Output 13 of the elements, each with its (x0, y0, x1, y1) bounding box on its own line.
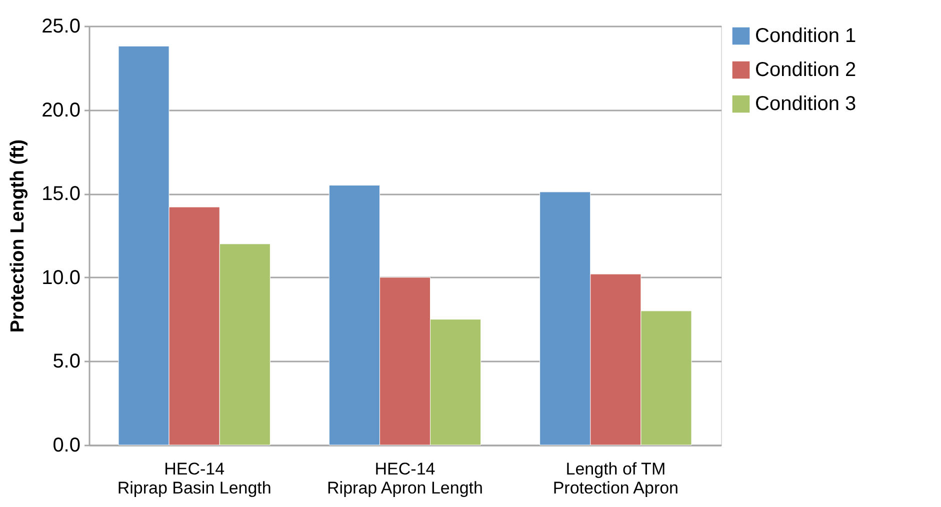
legend-label: Condition 3 (755, 93, 856, 115)
y-tick-label: 20.0 (42, 99, 80, 122)
legend-label: Condition 2 (755, 59, 856, 81)
y-tick-label: 25.0 (42, 16, 80, 38)
y-tick-label: 5.0 (52, 350, 80, 373)
legend-label: Condition 1 (755, 25, 856, 47)
y-tick-label: 15.0 (42, 183, 80, 206)
x-tick-label: HEC-14 Riprap Basin Length (117, 460, 272, 498)
y-axis-title: Protection Length (ft) (8, 139, 29, 333)
y-tick-label: 10.0 (42, 266, 80, 289)
x-tick-label: Length of TM Protection Apron (552, 460, 679, 498)
x-tick-label: HEC-14 Riprap Apron Length (327, 460, 483, 498)
y-tick-label: 0.0 (52, 434, 80, 456)
